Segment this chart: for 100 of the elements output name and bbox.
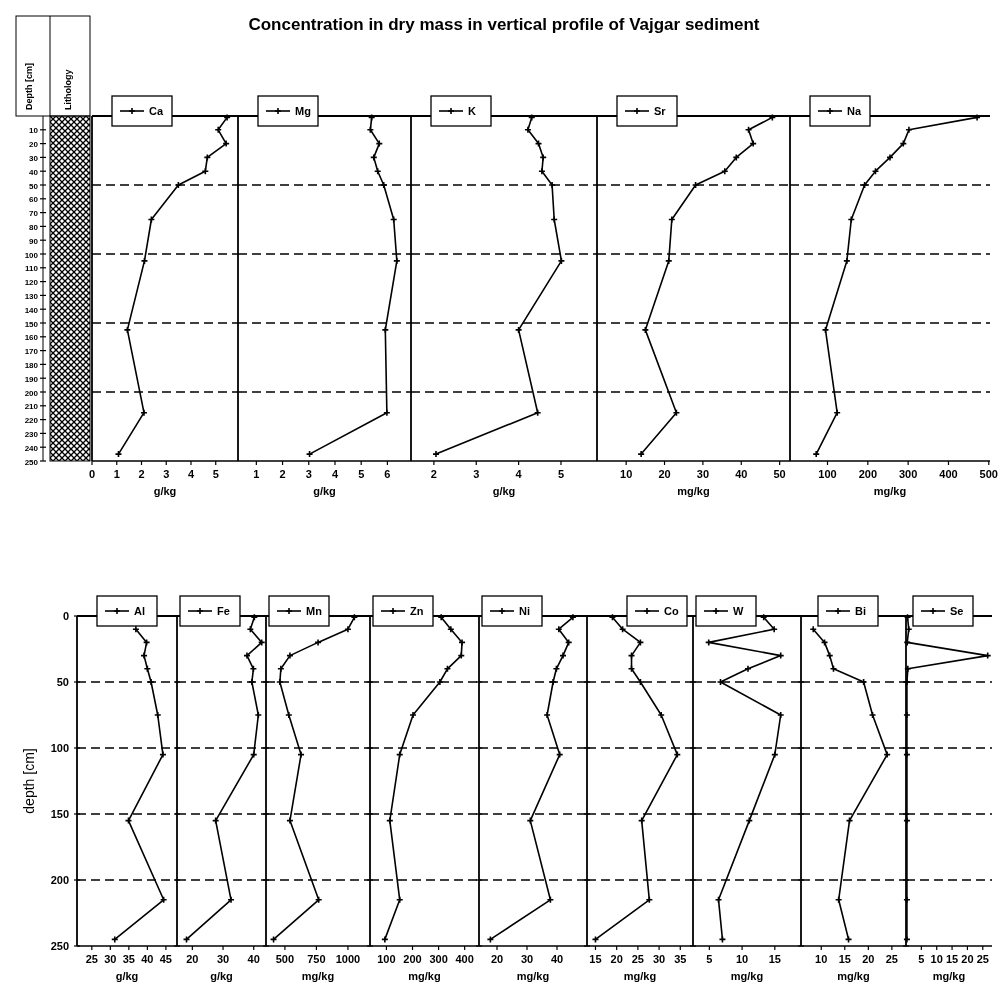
y-tick-label: 200 xyxy=(50,873,69,886)
x-axis-title: mg/kg xyxy=(623,970,657,982)
y-tick-label: 50 xyxy=(29,181,39,191)
x-tick-label: 20 xyxy=(490,953,504,965)
y-tick-label: 70 xyxy=(29,209,39,219)
legend-label: Na xyxy=(847,105,862,117)
y-tick-label: 140 xyxy=(24,305,39,315)
y-tick-label: 120 xyxy=(24,278,39,288)
chart-title: Concentration in dry mass in vertical profile of Vajgar sediment xyxy=(248,15,760,34)
y-tick-label: 250 xyxy=(50,939,69,952)
x-axis-title: g/kg xyxy=(210,970,233,982)
y-tick-label: 130 xyxy=(24,291,39,301)
legend-label: Mg xyxy=(295,105,311,117)
x-tick-label: 3 xyxy=(163,468,170,480)
legend-label: Fe xyxy=(217,605,230,617)
y-tick-label: 60 xyxy=(29,195,39,205)
legend-label: Al xyxy=(134,605,145,617)
x-tick-label: 0 xyxy=(88,468,96,480)
x-tick-label: 30 xyxy=(696,468,710,480)
x-tick-label: 300 xyxy=(429,953,448,965)
y-tick-label: 30 xyxy=(29,153,39,163)
x-tick-label: 750 xyxy=(307,953,326,965)
x-axis-title: mg/kg xyxy=(873,485,907,497)
x-tick-label: 25 xyxy=(976,953,989,965)
x-tick-label: 35 xyxy=(674,953,687,965)
x-tick-label: 100 xyxy=(377,953,396,965)
x-tick-label: 3 xyxy=(305,468,312,480)
legend-label: Ca xyxy=(149,105,164,117)
x-axis-title: g/kg xyxy=(153,485,177,497)
y-tick-label: 0 xyxy=(62,609,69,622)
x-tick-label: 1 xyxy=(113,468,120,480)
x-tick-label: 35 xyxy=(122,953,135,965)
y-tick-label: 250 xyxy=(24,457,39,467)
x-tick-label: 15 xyxy=(768,953,781,965)
x-tick-label: 2 xyxy=(138,468,145,480)
y-tick-label: 220 xyxy=(24,416,39,426)
x-tick-label: 300 xyxy=(898,468,918,480)
x-axis-title: mg/kg xyxy=(516,970,550,982)
x-axis-title: mg/kg xyxy=(932,970,966,982)
x-tick-label: 2 xyxy=(279,468,286,480)
y-axis-title: Depth [cm] xyxy=(24,63,34,110)
x-tick-label: 400 xyxy=(939,468,958,480)
x-tick-label: 25 xyxy=(631,953,645,965)
x-tick-label: 20 xyxy=(610,953,623,965)
y-axis-title: depth [cm] xyxy=(21,748,37,814)
legend-label: K xyxy=(468,105,476,117)
legend-label: Ni xyxy=(519,605,530,617)
x-tick-label: 5 xyxy=(358,468,365,480)
y-tick-label: 80 xyxy=(29,222,39,232)
x-tick-label: 4 xyxy=(187,468,195,480)
y-tick-label: 160 xyxy=(24,333,39,343)
y-tick-label: 90 xyxy=(29,236,39,246)
x-tick-label: 5 xyxy=(706,953,713,965)
y-tick-label: 170 xyxy=(24,347,39,357)
x-tick-label: 1 xyxy=(253,468,260,480)
y-tick-label: 240 xyxy=(24,443,39,453)
y-tick-label: 10 xyxy=(29,126,39,136)
y-tick-label: 230 xyxy=(24,429,39,439)
x-tick-label: 5 xyxy=(212,468,219,480)
y-tick-label: 100 xyxy=(50,741,69,754)
x-axis-title: mg/kg xyxy=(837,970,870,982)
x-tick-label: 40 xyxy=(247,953,260,965)
legend-label: Co xyxy=(664,605,679,617)
x-tick-label: 15 xyxy=(838,953,851,965)
x-tick-label: 5 xyxy=(918,953,925,965)
y-tick-label: 150 xyxy=(24,319,39,329)
x-tick-label: 20 xyxy=(658,468,671,480)
x-tick-label: 25 xyxy=(885,953,898,965)
legend-label: Mn xyxy=(306,605,323,617)
x-tick-label: 100 xyxy=(818,468,837,480)
y-tick-label: 210 xyxy=(24,402,39,412)
y-tick-label: 100 xyxy=(24,250,39,260)
x-tick-label: 4 xyxy=(515,468,523,480)
x-tick-label: 2 xyxy=(430,468,437,480)
x-tick-label: 45 xyxy=(159,953,173,965)
y-tick-label: 190 xyxy=(24,374,39,384)
x-tick-label: 10 xyxy=(735,953,749,965)
x-tick-label: 10 xyxy=(815,953,828,965)
legend-label: Se xyxy=(950,605,964,617)
x-tick-label: 40 xyxy=(735,468,748,480)
legend-label: Zn xyxy=(410,605,424,617)
legend-label: W xyxy=(733,605,744,617)
y-tick-label: 40 xyxy=(29,167,39,177)
x-axis-title: g/kg xyxy=(492,485,516,497)
x-axis-title: g/kg xyxy=(313,485,336,497)
x-tick-label: 6 xyxy=(384,468,391,480)
x-tick-label: 5 xyxy=(557,468,565,480)
y-tick-label: 150 xyxy=(50,807,69,820)
x-axis-title: mg/kg xyxy=(677,485,710,497)
x-axis-title: mg/kg xyxy=(730,970,764,982)
x-tick-label: 40 xyxy=(550,953,564,965)
x-tick-label: 25 xyxy=(85,953,98,965)
x-tick-label: 200 xyxy=(403,953,422,965)
x-tick-label: 4 xyxy=(331,468,339,480)
y-tick-label: 20 xyxy=(29,140,39,150)
x-tick-label: 500 xyxy=(979,468,998,480)
legend-label: Bi xyxy=(855,605,866,617)
text: Lithology xyxy=(63,69,73,110)
x-tick-label: 400 xyxy=(455,953,474,965)
x-tick-label: 10 xyxy=(930,953,943,965)
